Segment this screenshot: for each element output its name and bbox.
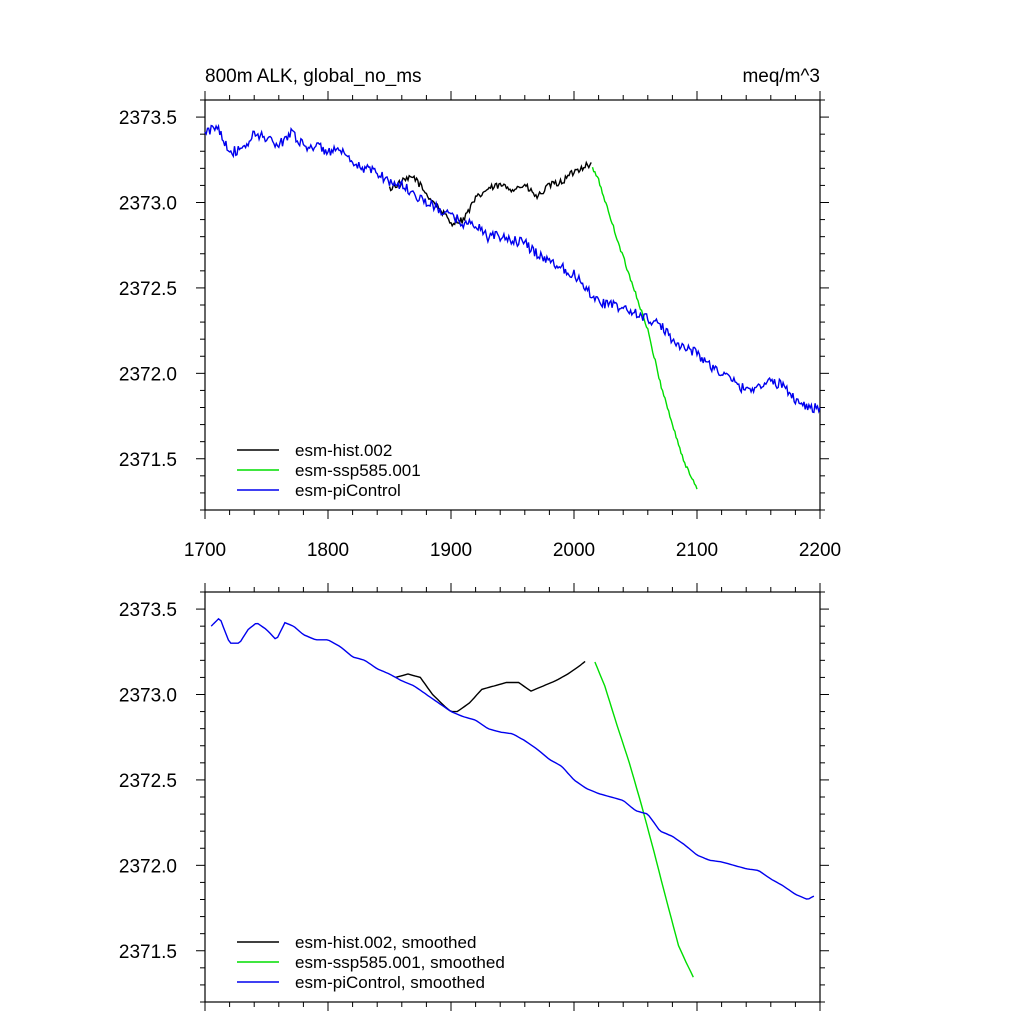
- y-tick-label: 2373.5: [119, 108, 177, 129]
- y-tick-label: 2373.0: [119, 194, 177, 215]
- legend-label: esm-ssp585.001, smoothed: [295, 953, 505, 972]
- series-line-esm-piControl: [210, 617, 815, 900]
- series-line-esm-hist.002: [395, 660, 586, 713]
- series-line-esm-piControl: [204, 123, 821, 414]
- x-tick-label: 1800: [307, 540, 349, 561]
- y-tick-label: 2372.0: [119, 856, 177, 877]
- top-panel: 2373.5 2373.0 2372.5 2372.0 2371.5 1700 1800 19…: [119, 91, 841, 561]
- legend-label: esm-piControl: [295, 481, 401, 500]
- series-line-esm-hist.002: [388, 160, 592, 228]
- y-tick-label: 2373.5: [119, 600, 177, 621]
- x-tick-label: 1700: [184, 540, 226, 561]
- x-tick-label: 2100: [676, 540, 718, 561]
- y-tick-label: 2372.5: [119, 771, 177, 792]
- x-tick-label: 2200: [799, 540, 841, 561]
- legend-label: esm-ssp585.001: [295, 461, 421, 480]
- units-label: meq/m^3: [742, 66, 820, 87]
- legend-label: esm-piControl, smoothed: [295, 973, 485, 992]
- y-tick-label: 2372.0: [119, 364, 177, 385]
- series-line-esm-ssp585.001: [594, 661, 694, 978]
- y-tick-label: 2372.5: [119, 279, 177, 300]
- y-tick-label: 2371.5: [119, 942, 177, 963]
- legend-label: esm-hist.002, smoothed: [295, 933, 476, 952]
- y-tick-label: 2373.0: [119, 686, 177, 707]
- legend-label: esm-hist.002: [295, 441, 392, 460]
- x-tick-label: 1900: [430, 540, 472, 561]
- x-tick-label: 2000: [553, 540, 595, 561]
- y-tick-label: 2371.5: [119, 450, 177, 471]
- chart-title: 800m ALK, global_no_ms: [205, 66, 422, 87]
- bottom-panel: 2373.5 2373.0 2372.5 2372.0 2371.5 esm-hist.0…: [119, 583, 829, 1011]
- series-line-esm-ssp585.001: [591, 167, 698, 490]
